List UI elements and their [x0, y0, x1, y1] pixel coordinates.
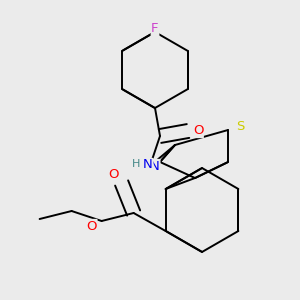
Text: F: F	[151, 22, 159, 35]
Text: N: N	[150, 160, 160, 172]
Text: O: O	[108, 169, 119, 182]
Text: N: N	[143, 158, 153, 172]
Text: O: O	[86, 220, 97, 232]
Text: O: O	[193, 124, 203, 137]
Text: S: S	[236, 121, 244, 134]
Text: H: H	[132, 159, 140, 169]
